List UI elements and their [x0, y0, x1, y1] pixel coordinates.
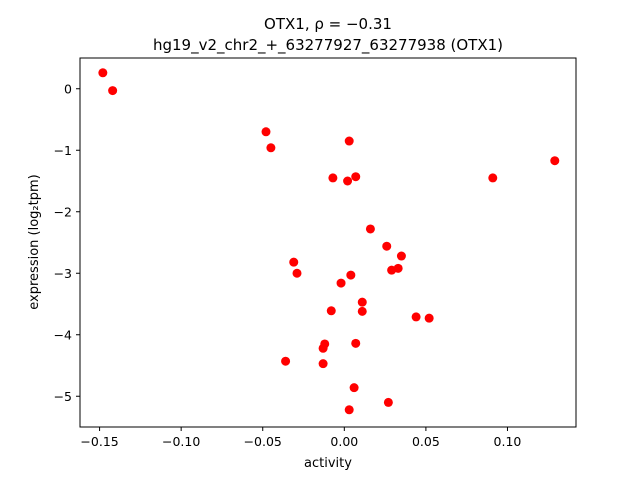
x-tick-label: 0.05 [412, 434, 440, 449]
y-tick-label: −4 [54, 327, 72, 342]
data-point [365, 224, 375, 234]
x-axis-ticks: −0.15 −0.10 −0.05 0.00 0.05 0.10 [80, 427, 521, 449]
data-point [289, 257, 299, 267]
data-point [357, 306, 367, 316]
data-point [292, 268, 302, 278]
data-point [343, 176, 353, 186]
data-point [108, 86, 118, 96]
data-point [488, 173, 498, 183]
data-point [550, 156, 560, 166]
chart-title-line1: OTX1, ρ = −0.31 [264, 15, 392, 33]
chart-title-line2: hg19_v2_chr2_+_63277927_63277938 (OTX1) [153, 36, 503, 55]
y-tick-label: −3 [54, 266, 72, 281]
x-tick-label: 0.10 [494, 434, 522, 449]
data-point [387, 265, 397, 275]
data-point [344, 405, 354, 415]
data-point [346, 270, 356, 280]
data-point [357, 297, 367, 307]
y-tick-label: −2 [54, 204, 72, 219]
x-tick-label: −0.15 [80, 434, 118, 449]
x-tick-label: −0.05 [244, 434, 282, 449]
data-point [326, 306, 336, 316]
data-point [98, 68, 108, 78]
y-tick-label: −1 [54, 143, 72, 158]
y-axis-ticks: 0 −1 −2 −3 −4 −5 [54, 81, 80, 404]
data-point [281, 356, 291, 366]
data-point [424, 313, 434, 323]
data-points [98, 68, 560, 415]
data-point [382, 241, 392, 251]
data-point [411, 312, 421, 322]
y-axis-label: expression (log₂tpm) [27, 174, 42, 309]
data-point [351, 172, 361, 182]
y-tick-label: 0 [64, 81, 72, 96]
data-point [318, 359, 328, 369]
x-tick-label: 0.00 [330, 434, 358, 449]
data-point [383, 397, 393, 407]
data-point [266, 143, 276, 153]
data-point [351, 338, 361, 348]
data-point [318, 343, 328, 353]
data-point [336, 278, 346, 288]
y-tick-label: −5 [54, 389, 72, 404]
x-tick-label: −0.10 [162, 434, 200, 449]
data-point [328, 173, 338, 183]
data-point [396, 251, 406, 261]
data-point [349, 383, 359, 393]
plot-area-frame [79, 57, 577, 428]
x-axis-label: activity [304, 456, 352, 471]
data-point [344, 136, 354, 146]
data-point [261, 127, 271, 137]
